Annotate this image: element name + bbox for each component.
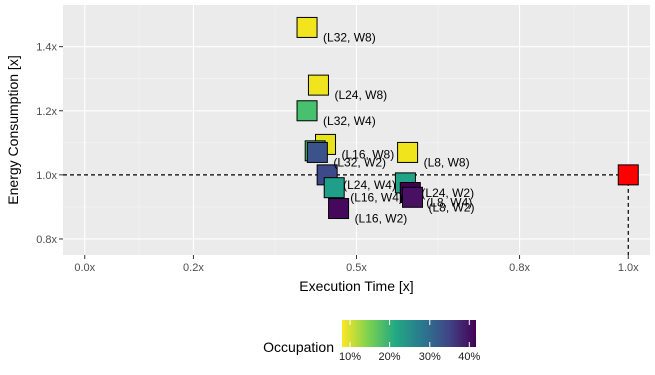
data-point [296, 100, 318, 122]
legend-tick-label: 10% [339, 351, 361, 363]
point-label: (L24, W2) [421, 186, 474, 200]
y-axis-title: Energy Consumption [x] [5, 55, 21, 204]
data-point [307, 74, 329, 96]
x-axis-title: Execution Time [x] [299, 278, 413, 294]
point-label: (L32, W2) [333, 155, 386, 169]
point-label: (L24, W4) [343, 178, 396, 192]
color-legend: Occupation 10% 20% 30% 40% [263, 320, 481, 363]
data-point [617, 164, 639, 186]
x-tick-label: 0.2x [183, 262, 204, 274]
point-label: (L8, W8) [424, 155, 470, 169]
x-tick-label: 0.8x [509, 262, 530, 274]
point-label: (L16, W4) [350, 191, 403, 205]
y-tick-label: 0.8x [36, 234, 57, 246]
point-label: (L32, W4) [323, 114, 376, 128]
x-axis: 0.0x 0.2x 0.5x 0.8x 1.0x [74, 255, 639, 274]
data-point [401, 186, 423, 208]
data-point [306, 141, 328, 163]
legend-colorbar [342, 320, 476, 347]
point-label: (L16, W2) [355, 212, 408, 226]
y-axis: 0.8x 1.0x 1.2x 1.4x [36, 42, 63, 246]
point-label: (L24, W8) [334, 88, 387, 102]
point-label: (L16, W8) [342, 147, 395, 161]
point-label: (L8, W4) [426, 196, 472, 210]
x-tick-label: 0.5x [346, 262, 367, 274]
reference-lines [63, 174, 629, 255]
legend-title: Occupation [263, 339, 334, 355]
data-point [397, 141, 419, 163]
legend-tick-label: 20% [379, 351, 401, 363]
legend-ticks: 10% 20% 30% 40% [339, 320, 481, 363]
data-point [328, 198, 350, 220]
point-label: (L32, W8) [323, 30, 376, 44]
data-point [296, 16, 318, 38]
x-tick-label: 0.0x [74, 262, 95, 274]
y-tick-label: 1.2x [36, 106, 57, 118]
y-tick-label: 1.4x [36, 42, 57, 54]
legend-tick-label: 30% [419, 351, 441, 363]
data-point [323, 177, 345, 199]
legend-tick-label: 40% [458, 351, 480, 363]
point-labels: (L32, W8) (L24, W8) (L32, W4) (L16, W8)(L32… [323, 30, 474, 225]
y-tick-label: 1.0x [36, 170, 57, 182]
data-points [296, 16, 639, 220]
point-label: (L8, W2) [428, 200, 474, 214]
x-tick-label: 1.0x [618, 262, 639, 274]
grid-major [63, 5, 650, 255]
